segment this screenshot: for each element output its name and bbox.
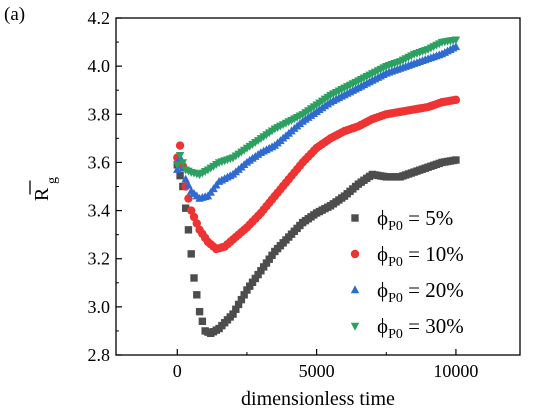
data-point: [187, 250, 195, 258]
y-tick-label: 4.0: [88, 56, 111, 76]
series-4: [173, 36, 461, 180]
y-axis: 2.8 3.0 3.2 3.4 3.6 3.8 4.0 4.2: [88, 8, 122, 365]
data-point: [257, 267, 265, 275]
x-tick-label: 10000: [433, 361, 478, 381]
series-1: [173, 156, 460, 338]
y-tick-label: 3.8: [88, 104, 111, 124]
legend-label: ϕP0 = 5%: [377, 206, 453, 234]
y-tick-label: 4.2: [88, 8, 111, 28]
data-point: [237, 295, 246, 304]
data-point: [184, 180, 193, 189]
y-tick-label: 3.0: [88, 297, 111, 317]
data-point: [187, 206, 196, 215]
data-point: [254, 270, 262, 279]
data-point: [229, 310, 237, 318]
data-point: [265, 255, 273, 263]
data-point: [452, 156, 460, 164]
y-tick-label: 3.2: [88, 249, 111, 269]
y-tick-label: 2.8: [88, 345, 111, 365]
data-point: [243, 286, 251, 294]
data-point: [234, 300, 243, 309]
legend-marker: [350, 322, 360, 331]
x-axis-title: dimensionless time: [241, 388, 395, 410]
data-point: [451, 42, 461, 51]
data-point: [173, 161, 182, 170]
data-point: [192, 219, 201, 228]
data-point: [240, 291, 248, 299]
y-axis-title: R g: [29, 177, 60, 201]
legend-label: ϕP0 = 10%: [377, 242, 464, 270]
y-tick-label: 3.4: [88, 201, 111, 221]
data-point: [248, 278, 257, 287]
data-point: [193, 291, 201, 299]
series-3: [173, 42, 461, 202]
data-point: [251, 274, 260, 283]
y-tick-label: 3.6: [88, 152, 111, 172]
data-point: [184, 226, 193, 234]
x-tick-label: 0: [173, 361, 182, 381]
data-point: [190, 274, 198, 282]
data-point: [262, 259, 271, 267]
data-point: [198, 317, 207, 325]
plot-border: [115, 17, 521, 356]
data-point: [178, 159, 188, 168]
data-point: [451, 36, 461, 45]
legend: ϕP0 = 5% ϕP0 = 10% ϕP0 = 20% ϕP0 = 30%: [350, 206, 464, 342]
data-point: [175, 152, 185, 160]
data-point: [259, 263, 268, 271]
series-layer: [173, 36, 461, 338]
data-point: [232, 305, 240, 313]
data-point: [175, 141, 185, 150]
data-point: [181, 204, 190, 212]
data-point: [451, 95, 461, 105]
data-point: [176, 171, 184, 180]
legend-label: ϕP0 = 20%: [377, 278, 464, 306]
series-2: [173, 95, 461, 254]
y-axis-title-main: R: [31, 187, 53, 201]
plot-frame: [115, 17, 521, 356]
data-point: [268, 251, 276, 260]
legend-marker: [350, 249, 360, 259]
axis-titles: dimensionless time R g: [29, 177, 395, 410]
legend-marker: [350, 285, 360, 294]
data-point: [246, 282, 254, 290]
data-point: [189, 212, 199, 222]
panel-label: (a): [4, 4, 26, 25]
y-axis-title-sub: g: [45, 177, 60, 184]
legend-marker: [351, 214, 359, 222]
legend-label: ϕP0 = 30%: [377, 314, 464, 342]
data-point: [181, 174, 190, 183]
x-axis: 0 5000 10000: [173, 349, 478, 381]
data-point: [195, 307, 204, 316]
x-tick-label: 5000: [299, 361, 335, 381]
